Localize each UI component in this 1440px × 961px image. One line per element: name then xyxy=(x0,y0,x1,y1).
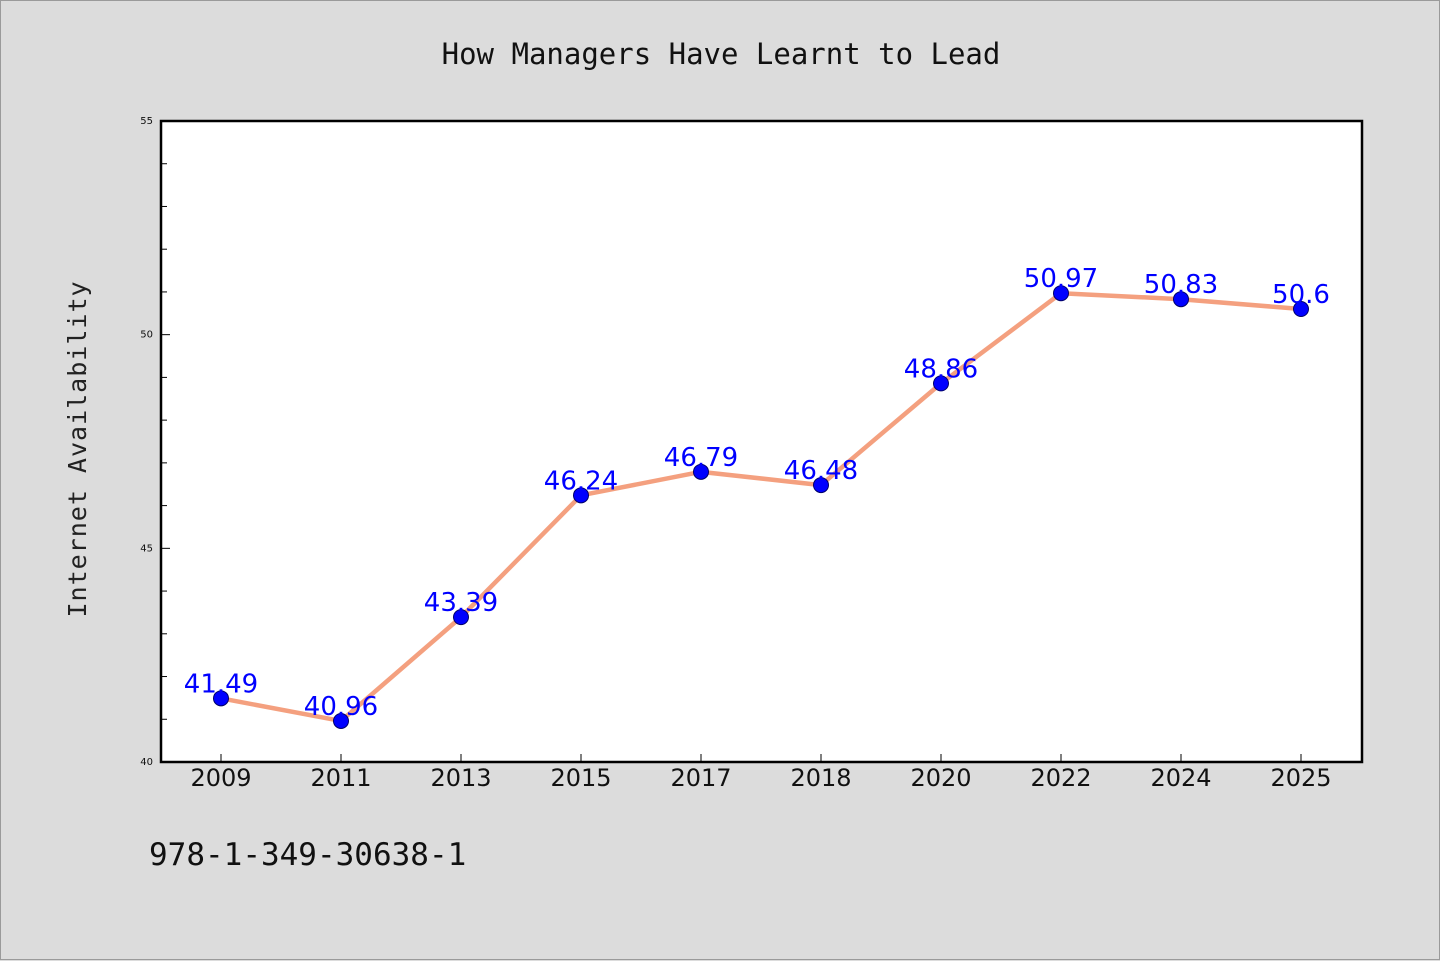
x-tick-label: 2013 xyxy=(430,764,491,792)
data-label: 50.97 xyxy=(1024,264,1098,294)
y-tick-label: 55 xyxy=(140,116,153,127)
x-tick-label: 2009 xyxy=(190,764,251,792)
data-label: 43.39 xyxy=(424,588,498,618)
footer-code: 978-1-349-30638-1 xyxy=(149,837,466,873)
x-tick-label: 2025 xyxy=(1270,764,1331,792)
x-tick-label: 2022 xyxy=(1030,764,1091,792)
y-tick-label: 50 xyxy=(140,330,153,341)
data-point xyxy=(1173,291,1189,308)
x-axis-ticks: 2009 2011 2013 2015 2017 2018 2020 2022 2024 2025 xyxy=(190,754,1332,792)
data-point xyxy=(693,463,709,480)
data-point xyxy=(573,487,589,504)
x-tick-label: 2020 xyxy=(910,764,971,792)
data-label: 46.48 xyxy=(784,456,858,486)
y-tick-label: 45 xyxy=(140,543,153,554)
data-label: 46.24 xyxy=(544,466,618,496)
data-point xyxy=(933,375,949,392)
y-tick-label: 40 xyxy=(140,757,153,768)
data-point xyxy=(333,712,349,729)
data-label: 48.86 xyxy=(904,354,978,384)
data-point xyxy=(1293,301,1309,318)
data-point xyxy=(453,609,469,626)
chart-title: How Managers Have Learnt to Lead xyxy=(442,37,1001,71)
data-point xyxy=(1053,285,1069,302)
series-layer xyxy=(213,285,1309,729)
y-axis-ticks: 40 45 50 55 xyxy=(140,116,170,768)
plot-area xyxy=(159,119,1364,764)
data-label: 46.79 xyxy=(664,443,738,473)
series-line xyxy=(218,290,1304,724)
x-tick-label: 2018 xyxy=(790,764,851,792)
data-label: 41.49 xyxy=(184,669,258,699)
data-point xyxy=(813,477,829,494)
data-point xyxy=(213,690,229,707)
data-label: 50.6 xyxy=(1272,280,1330,310)
y-axis-label: Internet Availability xyxy=(63,280,92,617)
x-tick-label: 2017 xyxy=(670,764,731,792)
data-label-layer: 41.49 40.96 43.39 46.24 46.79 46.48 48.86 50.97… xyxy=(184,264,1330,722)
x-tick-label: 2015 xyxy=(550,764,611,792)
data-label: 50.83 xyxy=(1144,270,1218,300)
x-tick-label: 2011 xyxy=(310,764,371,792)
data-label: 40.96 xyxy=(304,692,378,722)
x-tick-label: 2024 xyxy=(1150,764,1211,792)
